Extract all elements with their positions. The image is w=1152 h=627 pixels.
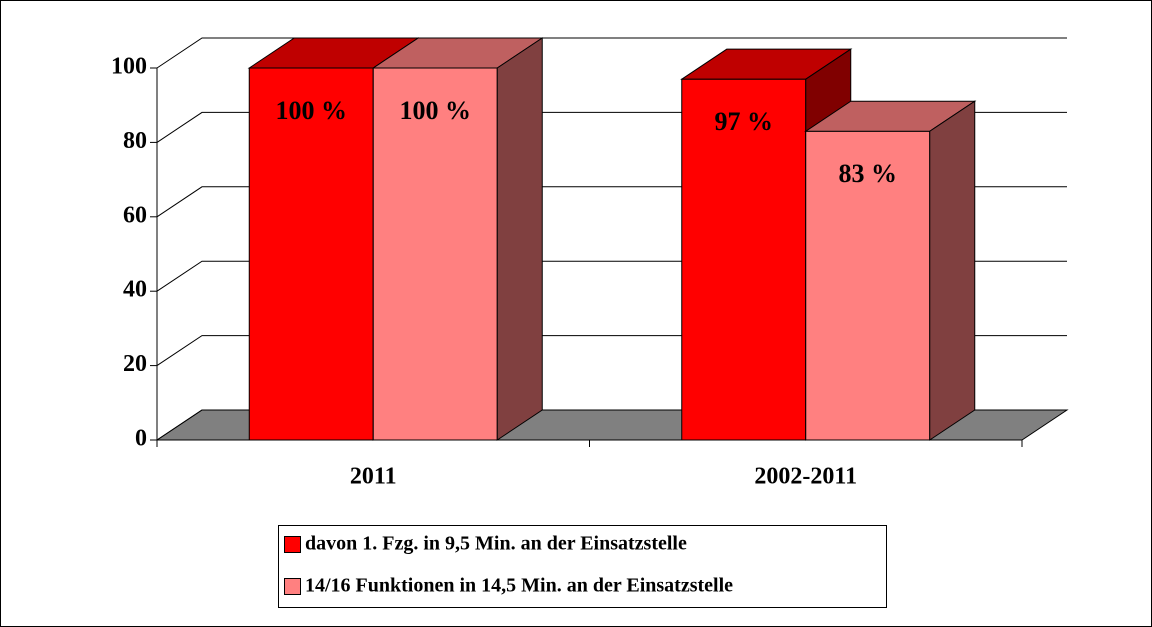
y-tick-label: 80 [123, 128, 147, 154]
legend-label: 14/16 Funktionen in 14,5 Min. an der Ein… [305, 575, 733, 597]
legend-swatch [284, 536, 301, 553]
y-tick-label: 100 [111, 54, 147, 80]
bar-side [929, 100, 976, 441]
value-label: 83 % [839, 159, 898, 188]
legend-label: davon 1. Fzg. in 9,5 Min. an der Einsatz… [305, 533, 687, 555]
grid-line [156, 37, 1067, 69]
value-label: 100 % [276, 96, 348, 125]
bar [805, 130, 931, 441]
bar [248, 67, 374, 441]
legend-box [278, 525, 887, 608]
y-tick-label: 0 [135, 426, 147, 452]
value-label: 97 % [715, 107, 774, 136]
value-label: 100 % [400, 96, 472, 125]
x-tick-label: 2011 [350, 464, 397, 490]
y-tick-label: 40 [123, 277, 147, 303]
x-tick-label: 2002-2011 [754, 464, 857, 490]
legend-swatch [284, 578, 301, 595]
bar [372, 67, 498, 441]
bar-side [496, 37, 543, 441]
bar [681, 78, 807, 441]
y-tick-label: 60 [123, 202, 147, 228]
y-tick-label: 20 [123, 351, 147, 377]
